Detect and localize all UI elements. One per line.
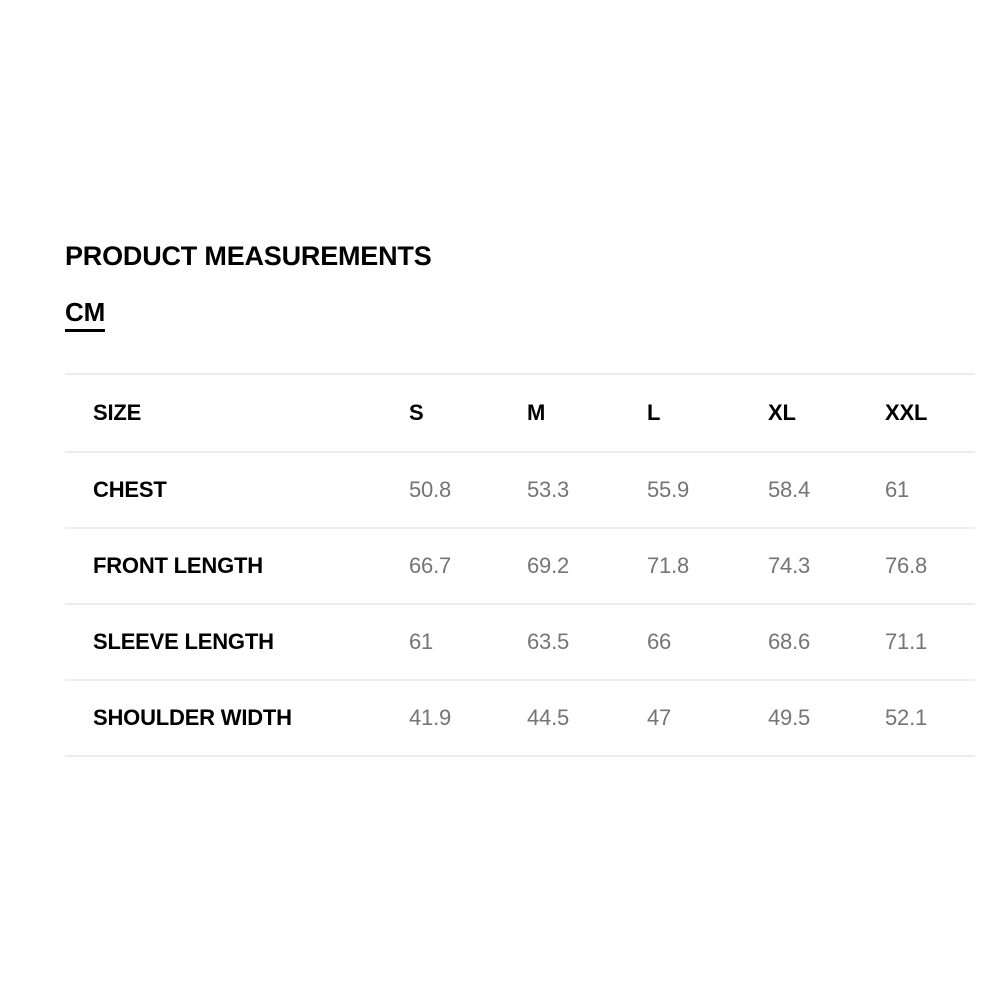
size-header-m: M <box>527 400 546 425</box>
measurement-value: 66.7 <box>409 553 452 578</box>
table-row-sleeve-length: SLEEVE LENGTH 61 63.5 66 68.6 71.1 <box>65 605 975 681</box>
size-column-header: SIZE <box>93 400 142 425</box>
measurement-value: 49.5 <box>768 705 811 730</box>
size-header-xxl: XXL <box>885 400 928 425</box>
row-label: FRONT LENGTH <box>93 553 263 578</box>
table-row-shoulder-width: SHOULDER WIDTH 41.9 44.5 47 49.5 52.1 <box>65 681 975 757</box>
size-header-xl: XL <box>768 400 796 425</box>
row-label: SHOULDER WIDTH <box>93 705 292 730</box>
table-row-chest: CHEST 50.8 53.3 55.9 58.4 61 <box>65 453 975 529</box>
row-label: SLEEVE LENGTH <box>93 629 274 654</box>
measurement-value: 55.9 <box>647 477 690 502</box>
page-title: PRODUCT MEASUREMENTS <box>65 241 432 271</box>
size-header-s: S <box>409 400 424 425</box>
measurements-table: SIZE S M L XL XXL CHEST 50.8 53.3 55.9 5… <box>65 373 975 757</box>
measurement-value: 69.2 <box>527 553 570 578</box>
size-header-l: L <box>647 400 661 425</box>
measurement-value: 63.5 <box>527 629 570 654</box>
measurement-value: 71.8 <box>647 553 690 578</box>
unit-toggle-cm[interactable]: CM <box>65 296 105 332</box>
measurement-value: 76.8 <box>885 553 928 578</box>
measurement-value: 71.1 <box>885 629 928 654</box>
measurement-value: 74.3 <box>768 553 811 578</box>
measurement-value: 61 <box>409 629 434 654</box>
measurement-value: 53.3 <box>527 477 570 502</box>
measurement-value: 41.9 <box>409 705 452 730</box>
measurement-value: 50.8 <box>409 477 452 502</box>
measurement-value: 44.5 <box>527 705 570 730</box>
measurement-value: 61 <box>885 477 910 502</box>
measurement-value: 58.4 <box>768 477 811 502</box>
row-label: CHEST <box>93 477 167 502</box>
measurement-value: 66 <box>647 629 672 654</box>
unit-selector-row: CM <box>65 296 975 333</box>
table-row-front-length: FRONT LENGTH 66.7 69.2 71.8 74.3 76.8 <box>65 529 975 605</box>
measurement-value: 52.1 <box>885 705 928 730</box>
measurement-value: 68.6 <box>768 629 811 654</box>
measurement-value: 47 <box>647 705 672 730</box>
table-header-row: SIZE S M L XL XXL <box>65 375 975 453</box>
